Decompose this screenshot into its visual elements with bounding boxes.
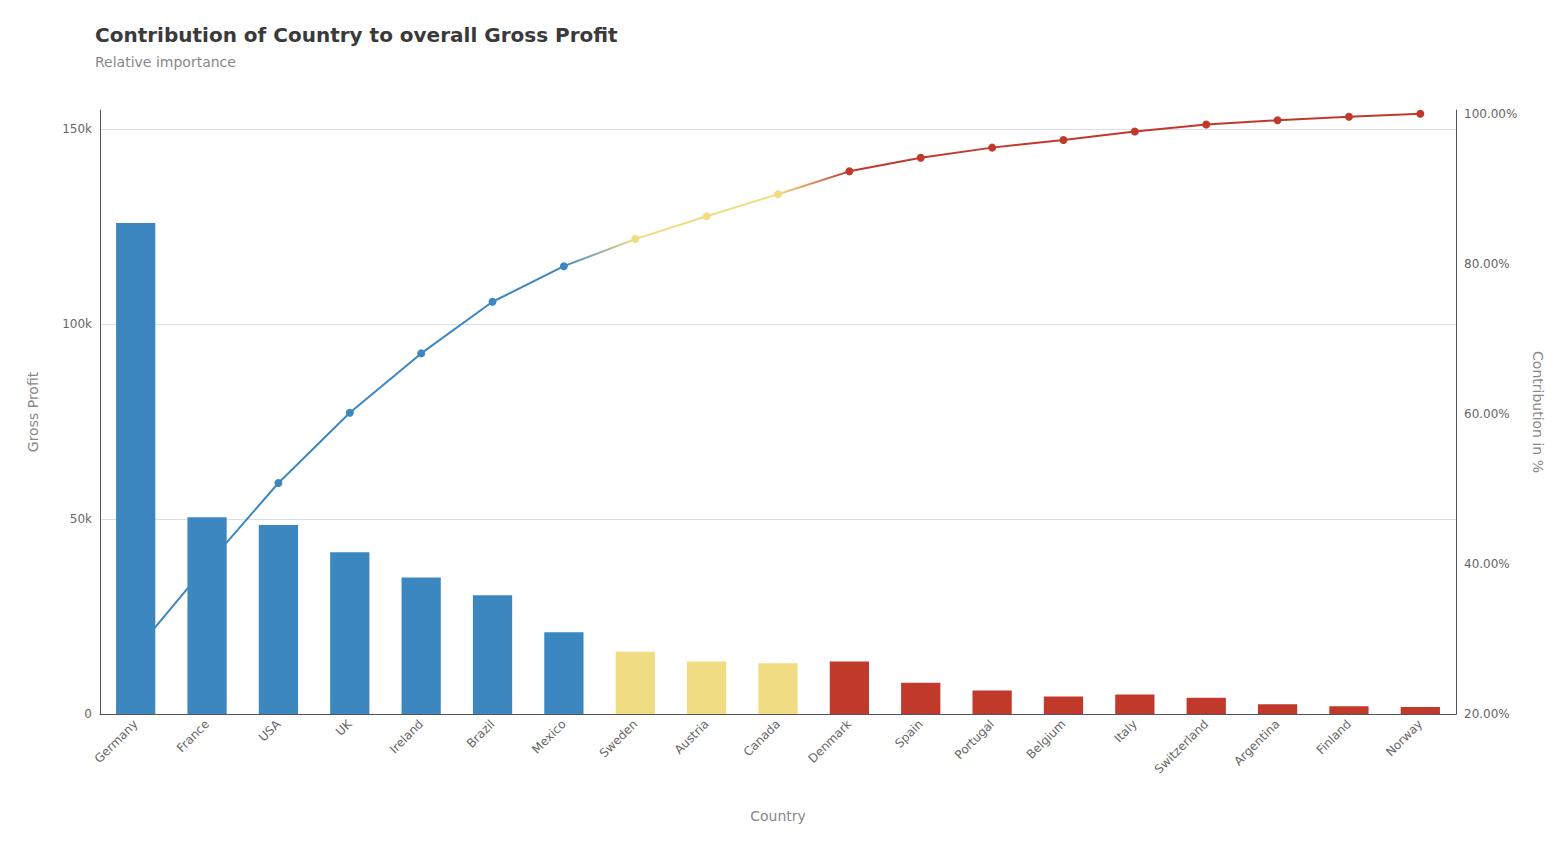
svg-text:100.00%: 100.00% bbox=[1464, 107, 1517, 121]
svg-text:Contribution in %: Contribution in % bbox=[1530, 351, 1546, 473]
svg-text:USA: USA bbox=[256, 716, 284, 744]
svg-text:Norway: Norway bbox=[1383, 717, 1425, 759]
svg-text:Brazil: Brazil bbox=[464, 717, 498, 751]
svg-text:Austria: Austria bbox=[672, 717, 712, 757]
svg-text:Contribution of Country to ove: Contribution of Country to overall Gross… bbox=[95, 23, 618, 47]
svg-text:Denmark: Denmark bbox=[805, 717, 854, 766]
svg-text:Portugal: Portugal bbox=[952, 717, 997, 762]
svg-text:20.00%: 20.00% bbox=[1464, 707, 1510, 721]
svg-text:Argentina: Argentina bbox=[1231, 717, 1282, 768]
svg-text:60.00%: 60.00% bbox=[1464, 407, 1510, 421]
svg-text:Relative importance: Relative importance bbox=[95, 54, 236, 70]
svg-text:150k: 150k bbox=[62, 122, 92, 136]
svg-text:Italy: Italy bbox=[1112, 717, 1140, 745]
svg-text:Mexico: Mexico bbox=[529, 717, 568, 756]
svg-text:UK: UK bbox=[333, 716, 355, 738]
svg-text:Spain: Spain bbox=[892, 717, 926, 751]
svg-text:Canada: Canada bbox=[741, 717, 783, 759]
svg-text:40.00%: 40.00% bbox=[1464, 557, 1510, 571]
svg-text:50k: 50k bbox=[70, 512, 92, 526]
svg-text:Switzerland: Switzerland bbox=[1152, 717, 1211, 776]
svg-text:0: 0 bbox=[84, 707, 92, 721]
svg-text:Germany: Germany bbox=[92, 717, 141, 766]
svg-text:Sweden: Sweden bbox=[597, 717, 640, 760]
svg-text:Belgium: Belgium bbox=[1024, 717, 1069, 762]
svg-text:Ireland: Ireland bbox=[387, 717, 426, 756]
svg-text:80.00%: 80.00% bbox=[1464, 257, 1510, 271]
svg-text:Gross Profit: Gross Profit bbox=[25, 371, 41, 452]
svg-text:Country: Country bbox=[750, 808, 806, 824]
svg-text:100k: 100k bbox=[62, 317, 92, 331]
svg-text:France: France bbox=[174, 717, 212, 755]
svg-text:Finland: Finland bbox=[1314, 717, 1354, 757]
